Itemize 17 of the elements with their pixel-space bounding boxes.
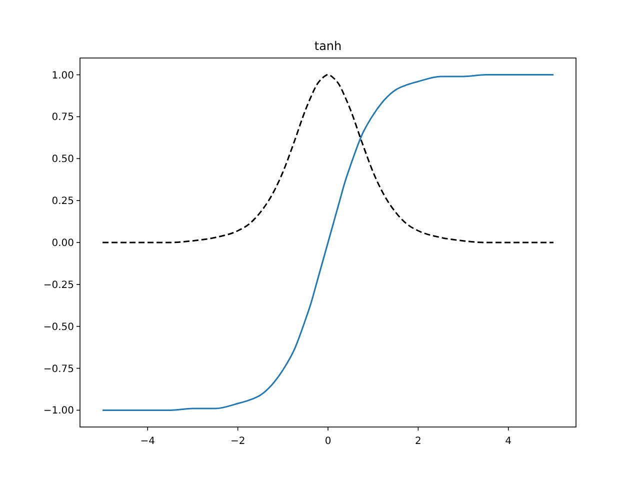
y-tick-label: −0.50 — [43, 322, 74, 333]
y-tick-label: −0.25 — [43, 280, 74, 291]
y-tick-label: 0.00 — [52, 238, 74, 249]
y-tick-label: −1.00 — [43, 406, 74, 417]
x-tick-label: 4 — [505, 436, 512, 447]
y-tick-label: −0.75 — [43, 364, 74, 375]
line-series — [102, 74, 554, 244]
x-tick-label: 0 — [324, 436, 332, 447]
chart-title: tanh — [314, 39, 342, 53]
y-tick-label: 0.75 — [52, 112, 74, 124]
y-tick-label: 1.00 — [52, 70, 74, 82]
x-tick-label: 2 — [414, 436, 422, 447]
y-tick-label: 0.50 — [52, 154, 74, 166]
x-tick-label: −4 — [140, 436, 156, 447]
y-tick-label: 0.25 — [52, 196, 74, 208]
line-series — [102, 74, 554, 411]
x-tick-label: −2 — [230, 436, 246, 447]
